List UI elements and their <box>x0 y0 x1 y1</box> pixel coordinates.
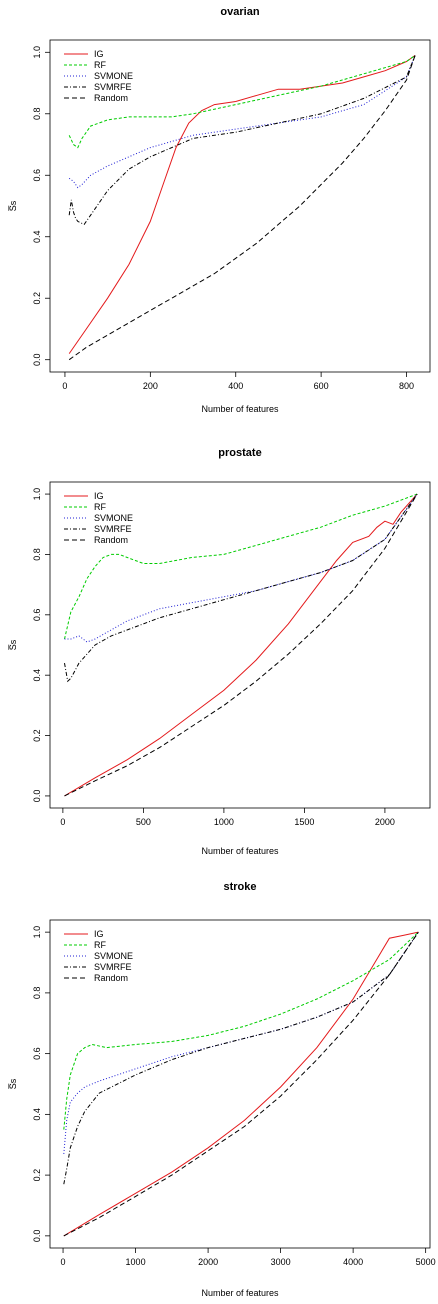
x-tick-label: 1500 <box>294 817 314 827</box>
chart-panel-prostate: prostate 0 500 1000 1500 2000 0.0 0.2 0.4 0.6 0.8 1… <box>8 447 431 856</box>
legend-label-ig: IG <box>94 49 104 59</box>
y-tick-label: 0.8 <box>32 108 42 121</box>
y-tick-label: 0.8 <box>32 987 42 1000</box>
legend-label-rf: RF <box>94 60 106 70</box>
series-line-ig <box>63 931 419 1237</box>
x-tick-label: 0 <box>61 1257 66 1267</box>
x-tick-label: 1000 <box>214 817 234 827</box>
y-axis-label: S̅s <box>8 639 18 650</box>
y-tick-label: 0.2 <box>32 292 42 305</box>
x-tick-label: 3000 <box>271 1257 291 1267</box>
chart-title: prostate <box>218 447 261 459</box>
y-tick-label: 0.2 <box>32 729 42 742</box>
y-tick-label: 0.0 <box>32 790 42 803</box>
x-tick-label: 600 <box>314 381 329 391</box>
x-tick-label: 400 <box>228 381 243 391</box>
x-axis-label: Number of features <box>201 846 279 856</box>
legend-label-svmrfe: SVMRFE <box>94 524 132 534</box>
x-tick-label: 4000 <box>343 1257 363 1267</box>
series-line-rf <box>63 931 419 1130</box>
x-tick-label: 800 <box>399 381 414 391</box>
legend-label-random: Random <box>94 535 128 545</box>
legend-label-svmone: SVMONE <box>94 951 133 961</box>
legend-label-rf: RF <box>94 502 106 512</box>
y-tick-label: 1.0 <box>32 488 42 501</box>
chart-panel-stroke: stroke 0 1000 2000 3000 4000 5000 0.0 0.2 0.4 0.6 0… <box>8 881 436 1298</box>
y-tick-label: 0.6 <box>32 609 42 622</box>
y-tick-label: 0.4 <box>32 669 42 682</box>
y-axis-label: S̅s <box>8 200 18 211</box>
x-tick-label: 0 <box>60 817 65 827</box>
plot-frame <box>49 481 431 809</box>
plot-frame <box>49 39 431 373</box>
chart-title: stroke <box>223 881 256 893</box>
series-line-random <box>64 493 418 797</box>
y-axis-label: S̅s <box>8 1078 18 1089</box>
x-axis-label: Number of features <box>201 404 279 414</box>
y-tick-label: 0.8 <box>32 548 42 561</box>
y-tick-label: 0.6 <box>32 169 42 182</box>
series-line-rf <box>64 493 418 640</box>
y-tick-label: 0.4 <box>32 230 42 243</box>
legend-label-svmone: SVMONE <box>94 71 133 81</box>
series-line-ig <box>68 54 416 354</box>
series-line-random <box>68 55 416 361</box>
x-axis-label: Number of features <box>201 1288 279 1298</box>
x-tick-label: 1000 <box>126 1257 146 1267</box>
series-line-rf <box>68 54 416 149</box>
x-tick-label: 2000 <box>375 817 395 827</box>
legend-label-random: Random <box>94 973 128 983</box>
y-tick-label: 0.0 <box>32 353 42 366</box>
legend-label-ig: IG <box>94 929 104 939</box>
legend-label-svmone: SVMONE <box>94 513 133 523</box>
chart-panel-ovarian: ovarian 0 200 400 600 800 0.0 0.2 0.4 0.6 0.8 1.0 Nu… <box>8 6 431 414</box>
legend-label-svmrfe: SVMRFE <box>94 82 132 92</box>
series-line-svmone <box>63 931 419 1154</box>
y-tick-label: 0.2 <box>32 1169 42 1182</box>
series-line-svmrfe <box>68 55 416 226</box>
x-tick-label: 500 <box>136 817 151 827</box>
plot-frame <box>49 919 431 1249</box>
legend-label-rf: RF <box>94 940 106 950</box>
legend-label-random: Random <box>94 93 128 103</box>
x-tick-label: 2000 <box>198 1257 218 1267</box>
legend-label-svmrfe: SVMRFE <box>94 962 132 972</box>
x-tick-label: 5000 <box>416 1257 436 1267</box>
x-tick-label: 200 <box>143 381 158 391</box>
chart-title: ovarian <box>220 6 259 18</box>
series-line-svmone <box>68 55 416 189</box>
series-line-random <box>63 931 419 1237</box>
y-tick-label: 1.0 <box>32 46 42 59</box>
x-tick-label: 0 <box>62 381 67 391</box>
series-line-svmrfe <box>64 493 418 683</box>
legend-label-ig: IG <box>94 491 104 501</box>
y-tick-label: 0.0 <box>32 1230 42 1243</box>
y-tick-label: 0.6 <box>32 1047 42 1060</box>
y-tick-label: 0.4 <box>32 1108 42 1121</box>
y-tick-label: 1.0 <box>32 926 42 939</box>
series-line-ig <box>64 493 418 797</box>
